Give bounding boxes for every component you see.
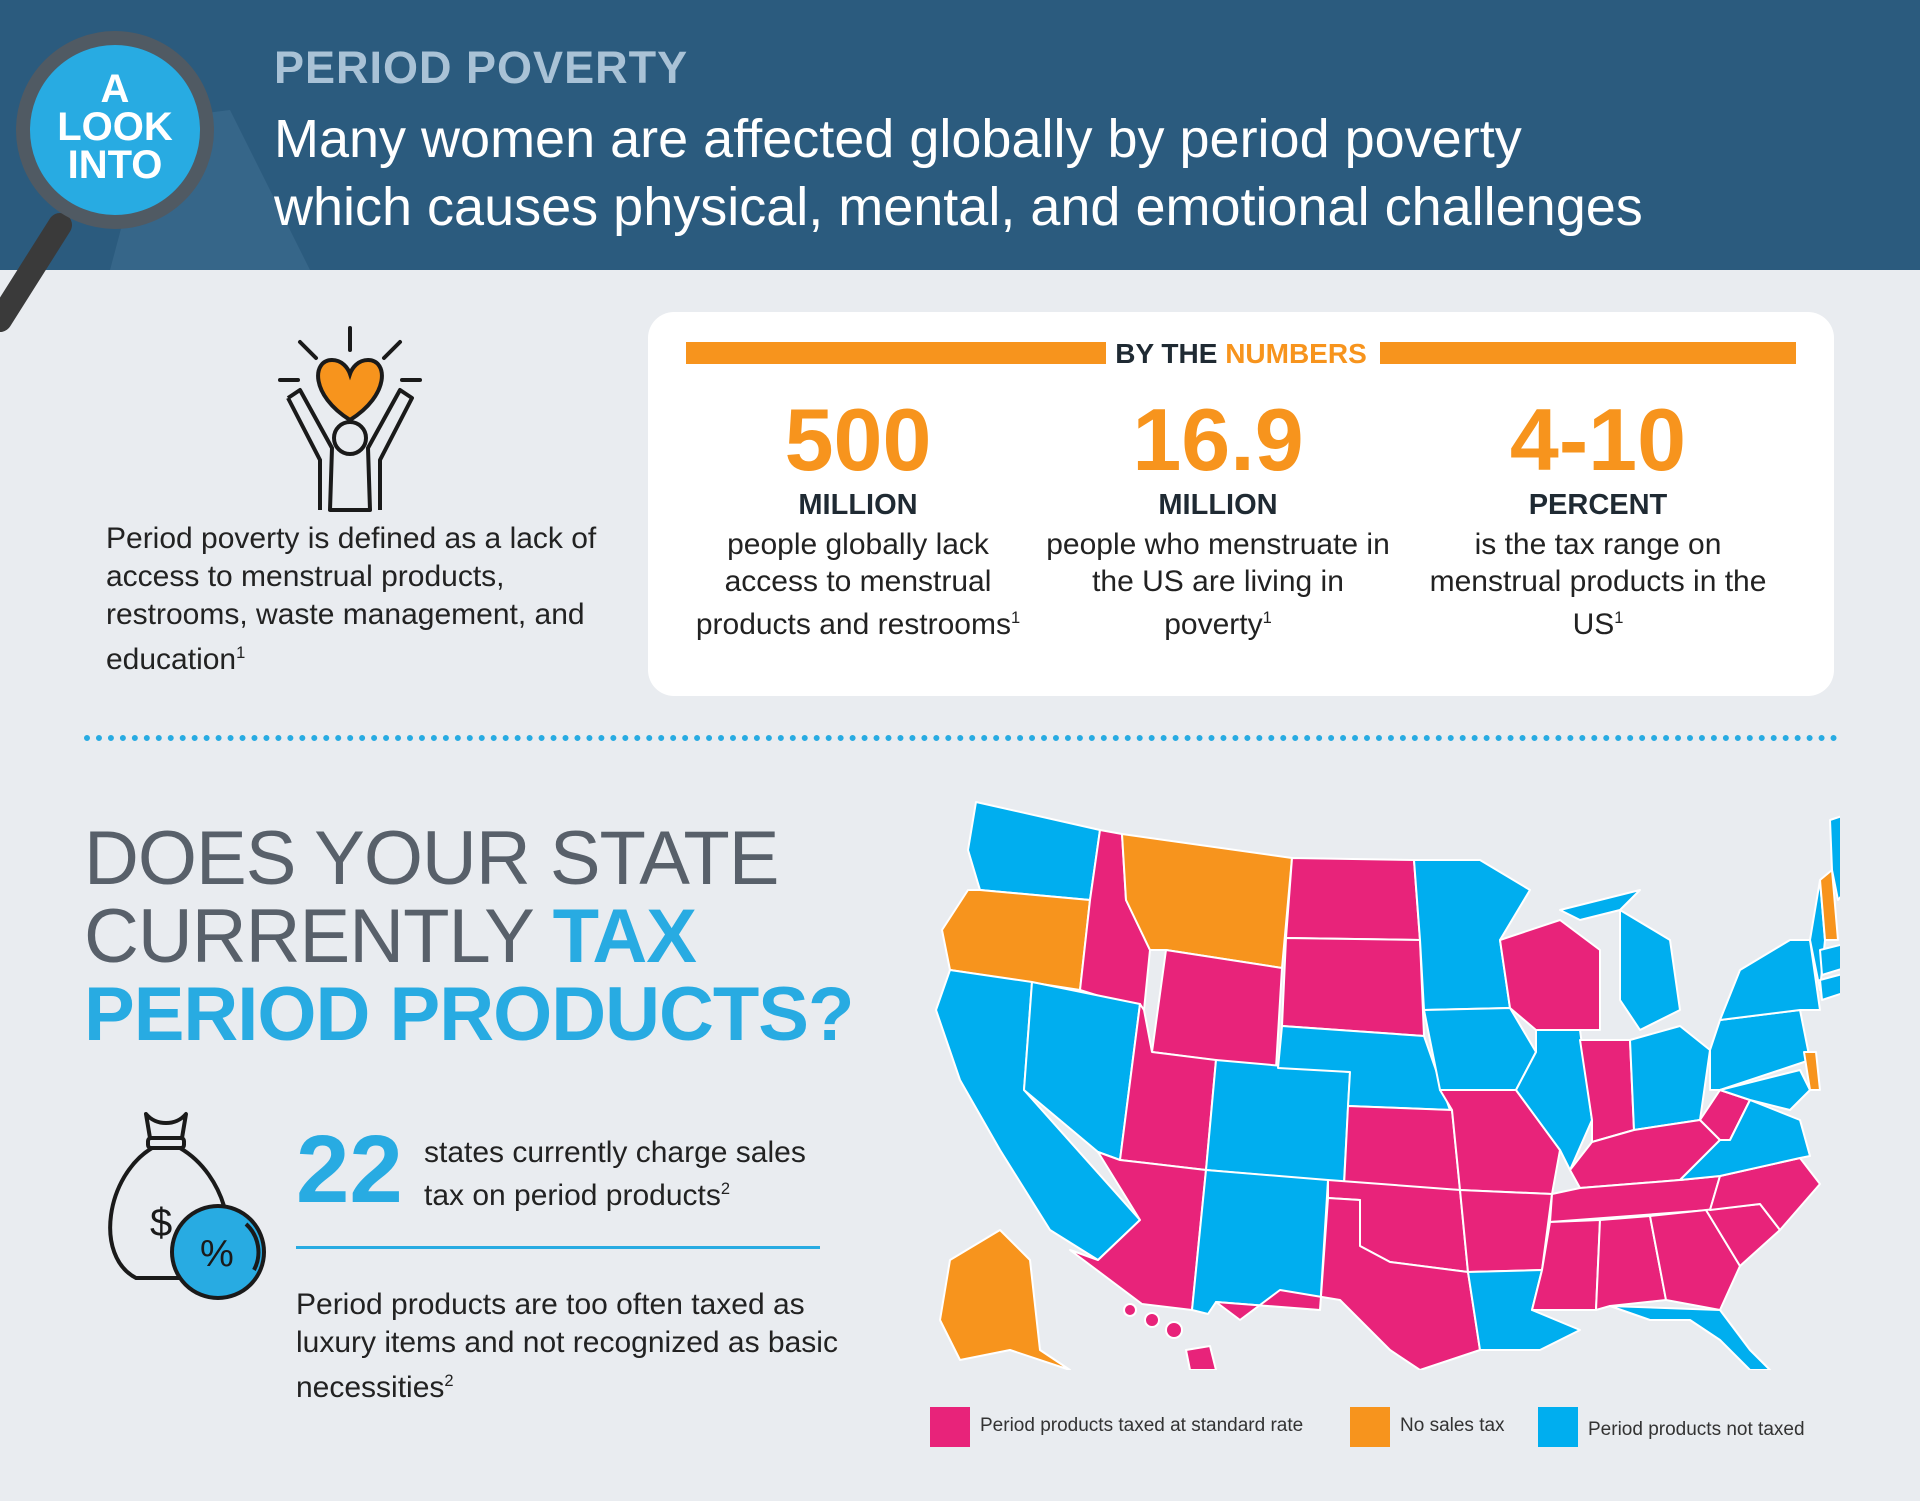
- orange-bar-left: [686, 342, 1106, 364]
- luxury-ref: 2: [444, 1372, 454, 1390]
- definition-text: Period poverty is defined as a lack of a…: [106, 520, 626, 679]
- state-ohio: [1629, 1025, 1711, 1131]
- stat-ref: 1: [1010, 609, 1021, 627]
- state-new-york: [1719, 939, 1821, 1021]
- state-wisconsin: [1499, 919, 1601, 1031]
- stat-desc-text: is the tax range on menstrual products i…: [1429, 528, 1767, 641]
- state-hawaii-island-3: [1165, 1321, 1183, 1339]
- stat-unit: MILLION: [798, 489, 918, 521]
- stat-tax-range: 4-10 PERCENT is the tax range on menstru…: [1418, 392, 1778, 643]
- stat-desc-text: people globally lack access to menstrual…: [695, 528, 1011, 641]
- state-alabama: [1595, 1215, 1667, 1311]
- badge-word-1: A: [100, 67, 130, 111]
- state-new-hampshire: [1819, 869, 1839, 941]
- dotted-divider: [84, 735, 1838, 741]
- us-state-tax-map: [935, 801, 1840, 1370]
- legend-swatch-no-tax: [1350, 1407, 1390, 1447]
- headline-line-2: which causes physical, mental, and emoti…: [274, 177, 1643, 237]
- luxury-body: Period products are too often taxed as l…: [296, 1288, 838, 1404]
- state-connecticut: [1819, 973, 1840, 1001]
- stat-unit: PERCENT: [1528, 489, 1668, 521]
- state-maine: [1829, 815, 1840, 901]
- state-colorado: [1205, 1059, 1351, 1183]
- kicker-title: PERIOD POVERTY: [274, 42, 689, 93]
- stat-description: people globally lack access to menstrual…: [678, 526, 1038, 643]
- state-texas: [1215, 1197, 1481, 1370]
- magnifying-glass-icon: [0, 31, 310, 332]
- hands-holding-heart-icon: [278, 326, 422, 512]
- stat-description: is the tax range on menstrual products i…: [1418, 526, 1778, 643]
- state-new-mexico: [1191, 1169, 1329, 1315]
- state-mississippi: [1531, 1219, 1601, 1311]
- stat-global: 500 MILLION people globally lack access …: [678, 392, 1038, 643]
- stat-desc-text: people who menstruate in the US are livi…: [1046, 528, 1390, 641]
- definition-body: Period poverty is defined as a lack of a…: [106, 522, 597, 676]
- question-line-1: DOES YOUR STATE: [84, 816, 779, 901]
- header-banner: [0, 0, 1920, 270]
- state-hawaii-big-island: [1185, 1345, 1217, 1370]
- state-alaska: [939, 1229, 1071, 1370]
- legend-label-not-taxed: Period products not taxed: [1588, 1419, 1805, 1440]
- taxing-states-count: 22: [296, 1116, 403, 1223]
- state-arkansas: [1459, 1189, 1553, 1273]
- numbers-title: BY THE NUMBERS: [648, 338, 1834, 370]
- luxury-items-text: Period products are too often taxed as l…: [296, 1286, 856, 1407]
- legend-swatch-taxed: [930, 1407, 970, 1447]
- percent-sign: %: [200, 1233, 234, 1275]
- state-florida: [1609, 1305, 1771, 1370]
- state-kansas: [1343, 1105, 1461, 1191]
- question-line-2b: TAX: [552, 894, 697, 979]
- numbers-title-b: NUMBERS: [1225, 338, 1367, 369]
- legend-label-no-tax: No sales tax: [1400, 1415, 1505, 1436]
- stat-unit: MILLION: [1158, 489, 1278, 521]
- question-line-2: CURRENTLY TAX: [84, 898, 697, 976]
- a-look-into-badge: A LOOK INTO: [40, 67, 190, 187]
- state-massachusetts: [1819, 943, 1840, 976]
- stat-ref: 1: [1262, 609, 1272, 627]
- headline-line-1: Many women are affected globally by peri…: [274, 109, 1522, 169]
- state-virginia: [1679, 1099, 1811, 1181]
- state-wyoming: [1151, 949, 1283, 1069]
- state-maryland: [1719, 1069, 1811, 1111]
- legend-taxed: Period products taxed at standard rate: [930, 1407, 1350, 1447]
- headline: Many women are affected globally by peri…: [274, 105, 1834, 241]
- legend-no-tax: No sales tax: [1350, 1407, 1550, 1447]
- state-hawaii-island-2: [1144, 1312, 1160, 1328]
- state-hawaii-island-1: [1123, 1303, 1137, 1317]
- blue-rule: [296, 1246, 820, 1249]
- money-bag-percent-icon: $ %: [108, 1112, 266, 1300]
- stat-number: 4-10: [1509, 390, 1687, 489]
- badge-word-2: LOOK: [57, 105, 173, 149]
- legend-not-taxed: Period products not taxed: [1538, 1407, 1868, 1447]
- stat-number: 500: [784, 390, 932, 489]
- state-michigan: [1559, 889, 1681, 1031]
- dollar-sign: $: [150, 1201, 172, 1245]
- taxing-states-text: states currently charge sales tax on per…: [424, 1134, 844, 1214]
- stat-description: people who menstruate in the US are livi…: [1038, 526, 1398, 643]
- state-washington: [967, 801, 1101, 901]
- legend-label-taxed: Period products taxed at standard rate: [980, 1415, 1304, 1436]
- numbers-title-a: BY THE: [1115, 338, 1226, 369]
- state-georgia: [1649, 1209, 1741, 1311]
- by-the-numbers-card: BY THE NUMBERS 500 MILLION people global…: [648, 312, 1834, 696]
- question-line-3: PERIOD PRODUCTS?: [84, 972, 854, 1057]
- definition-ref: 1: [236, 644, 246, 662]
- legend-swatch-not-taxed: [1538, 1407, 1578, 1447]
- badge-word-3: INTO: [67, 143, 163, 187]
- question-line-2a: CURRENTLY: [84, 894, 553, 979]
- taxing-states-body: states currently charge sales tax on per…: [424, 1136, 806, 1212]
- state-iowa: [1423, 1007, 1537, 1091]
- state-delaware: [1803, 1051, 1821, 1091]
- taxing-states-ref: 2: [720, 1180, 731, 1198]
- stat-ref: 1: [1614, 609, 1624, 627]
- state-south-dakota: [1281, 937, 1425, 1037]
- stat-number: 16.9: [1132, 390, 1304, 489]
- stat-us-poverty: 16.9 MILLION people who menstruate in th…: [1038, 392, 1398, 643]
- state-north-dakota: [1285, 857, 1421, 941]
- orange-bar-right: [1380, 342, 1796, 364]
